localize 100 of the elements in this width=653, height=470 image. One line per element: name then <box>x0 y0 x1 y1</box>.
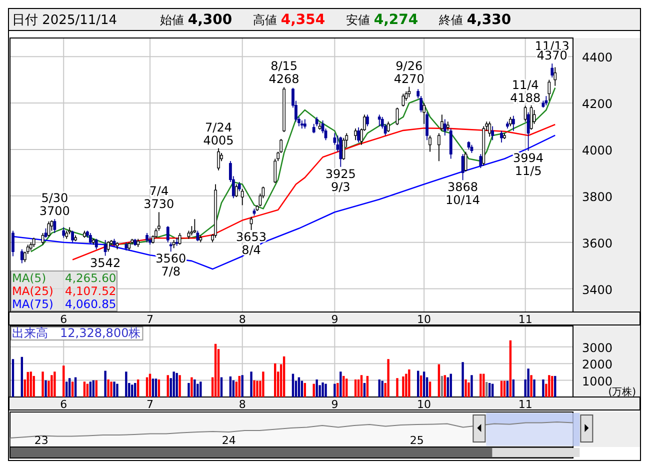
annotation: 11/4 4188 <box>510 78 541 105</box>
x-tick-label: 10 <box>417 398 432 411</box>
bar <box>188 382 190 397</box>
y-tick-label: 4400 <box>582 50 613 65</box>
bar <box>428 382 432 397</box>
x-tick-label: 11 <box>518 398 532 411</box>
bar <box>336 382 339 397</box>
bar <box>194 379 196 397</box>
bar <box>232 380 235 397</box>
x-tick-label: 8 <box>238 398 246 411</box>
y-tick-label: 2000 <box>582 358 613 372</box>
bar <box>282 356 286 397</box>
text: 終値 4,330 <box>438 12 512 28</box>
bar <box>68 378 71 397</box>
bar <box>405 374 408 397</box>
bar <box>491 384 494 397</box>
bar <box>402 376 404 397</box>
bar <box>256 380 258 397</box>
bar <box>148 374 152 397</box>
bar <box>500 380 503 397</box>
bar <box>110 382 112 397</box>
bar <box>190 377 193 397</box>
bar <box>450 374 452 397</box>
x-tick-label: 6 <box>60 313 68 326</box>
bar <box>360 375 363 397</box>
bar <box>527 368 530 397</box>
bar <box>146 377 148 397</box>
bar <box>152 378 154 397</box>
x-tick-label: 7 <box>146 313 154 326</box>
bar <box>554 376 556 397</box>
x-tick-label: 8 <box>238 313 246 326</box>
bar <box>346 378 348 397</box>
bar <box>89 382 92 397</box>
bar <box>229 376 232 397</box>
x-tick-label: 7 <box>146 398 154 411</box>
bar <box>312 384 315 397</box>
bar <box>274 363 276 397</box>
bar <box>381 380 384 397</box>
bar <box>509 340 512 397</box>
bar <box>32 376 35 397</box>
bar <box>158 379 160 397</box>
bar <box>512 379 515 397</box>
bar <box>74 377 77 397</box>
bar <box>462 362 464 397</box>
bar <box>20 356 24 397</box>
bar <box>486 382 488 397</box>
x-tick-label: 6 <box>60 398 68 411</box>
bar <box>340 372 342 397</box>
bar <box>334 384 336 397</box>
bar <box>54 372 56 397</box>
annotation: 7/24 4005 <box>203 120 234 148</box>
bar <box>262 372 264 397</box>
bar <box>548 375 550 397</box>
bar <box>316 379 318 397</box>
x-tick-label: 9 <box>331 398 338 411</box>
bar <box>50 375 53 397</box>
bar <box>12 359 14 397</box>
y-tick-label: 3600 <box>582 236 613 250</box>
bar <box>438 364 440 397</box>
annotation: 3994 11/5 <box>513 150 544 178</box>
bar <box>446 377 449 397</box>
bar <box>86 384 89 397</box>
annotation: 5/30 3700 <box>39 191 70 218</box>
bar <box>357 379 360 397</box>
y-tick-label: 1000 <box>582 374 613 388</box>
bar <box>116 384 118 397</box>
bar <box>134 382 136 397</box>
bar <box>26 372 29 397</box>
bar <box>378 379 380 397</box>
bar <box>44 380 47 397</box>
bar <box>214 344 217 397</box>
bar <box>178 375 181 397</box>
bar <box>154 378 158 397</box>
bar <box>396 378 398 397</box>
chart-title: 出来高 12,328,800株 <box>12 326 141 340</box>
y-tick-label: 4000 <box>582 143 613 158</box>
bar <box>166 375 169 397</box>
bar <box>417 370 420 397</box>
bar <box>482 374 485 397</box>
bar <box>95 380 98 397</box>
bar <box>292 374 294 397</box>
annotation: 3925 9/3 <box>325 166 356 194</box>
text: 日付 2025/11/14 <box>12 13 118 28</box>
y-tick-label: 3400 <box>582 282 613 297</box>
bar <box>420 375 422 397</box>
bar <box>464 379 467 397</box>
bar <box>298 377 300 397</box>
annotation: 3542 <box>90 256 121 270</box>
bar <box>172 372 175 397</box>
annotation: 3868 10/14 <box>445 180 480 208</box>
x-tick-label: 24 <box>222 434 236 447</box>
y-tick-label: 3000 <box>582 340 613 355</box>
annotation: 8/15 4268 <box>268 59 300 86</box>
bar <box>136 379 140 397</box>
annotation: 9/26 4270 <box>394 58 424 86</box>
bar <box>468 382 470 397</box>
bar <box>542 379 544 397</box>
bar <box>30 372 32 397</box>
bar <box>253 380 256 397</box>
text: 始値 4,300 <box>160 12 232 28</box>
